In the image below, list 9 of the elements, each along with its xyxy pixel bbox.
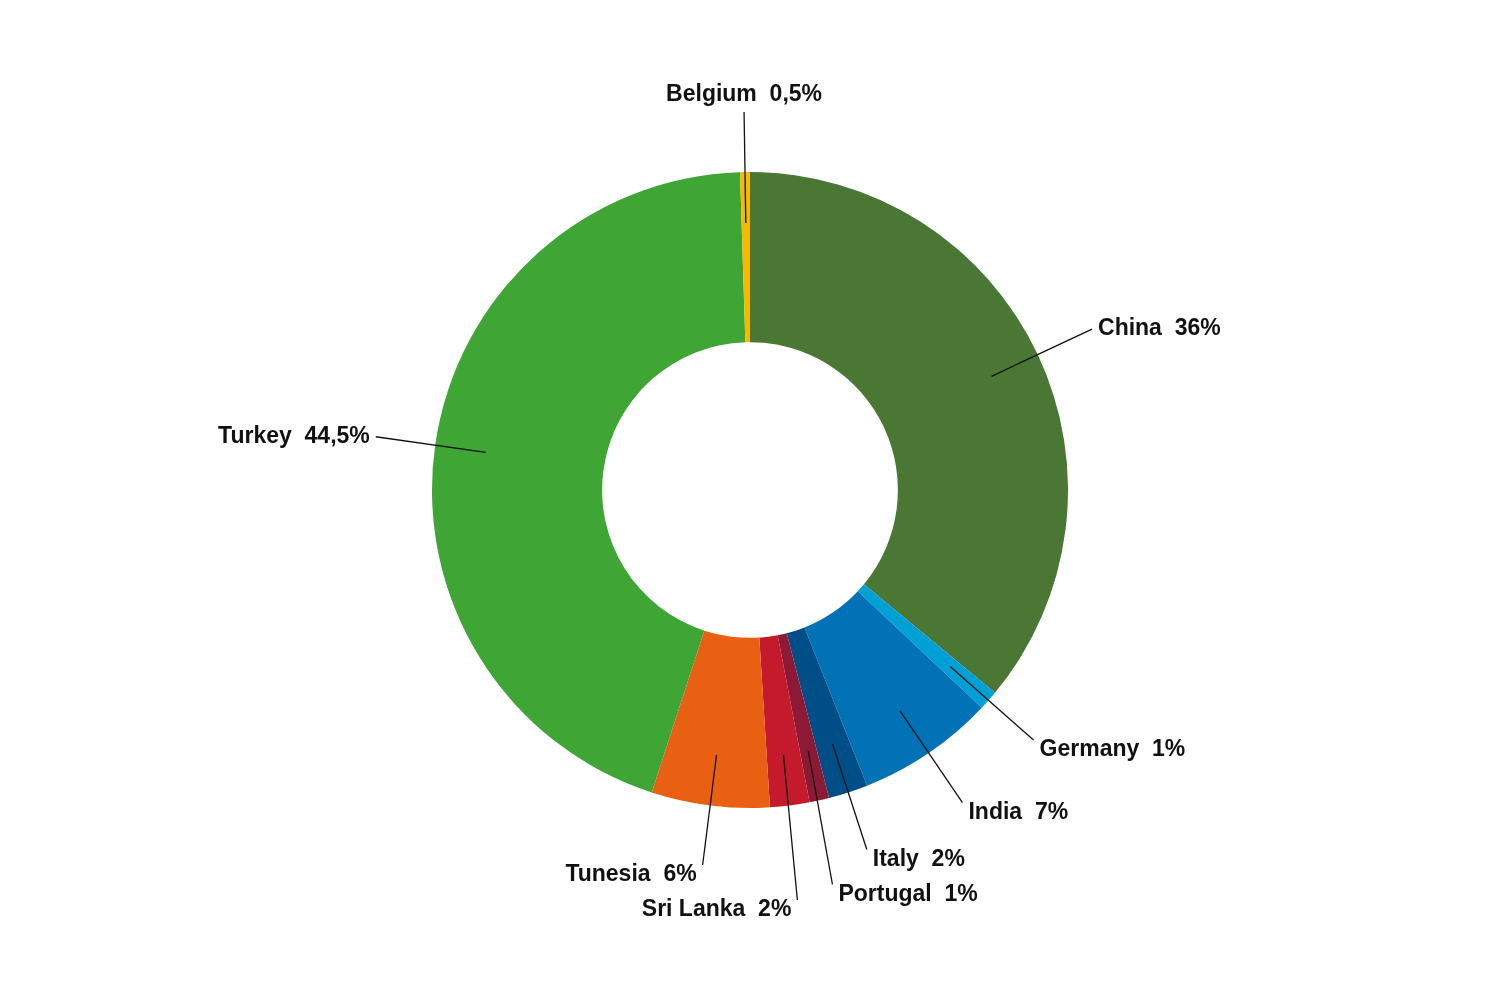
slice-label: Belgium 0,5% — [666, 79, 823, 106]
slice-label: Turkey 44,5% — [218, 422, 370, 449]
slice-label: Italy 2% — [872, 844, 965, 871]
slice-label: Tunesia 6% — [565, 860, 697, 887]
slice-label: Portugal 1% — [838, 879, 978, 906]
slice-label: Germany 1% — [1039, 735, 1186, 762]
slice-label: China 36% — [1098, 314, 1221, 341]
slice-label: Sri Lanka 2% — [641, 895, 792, 922]
slice-label: India 7% — [968, 797, 1069, 824]
